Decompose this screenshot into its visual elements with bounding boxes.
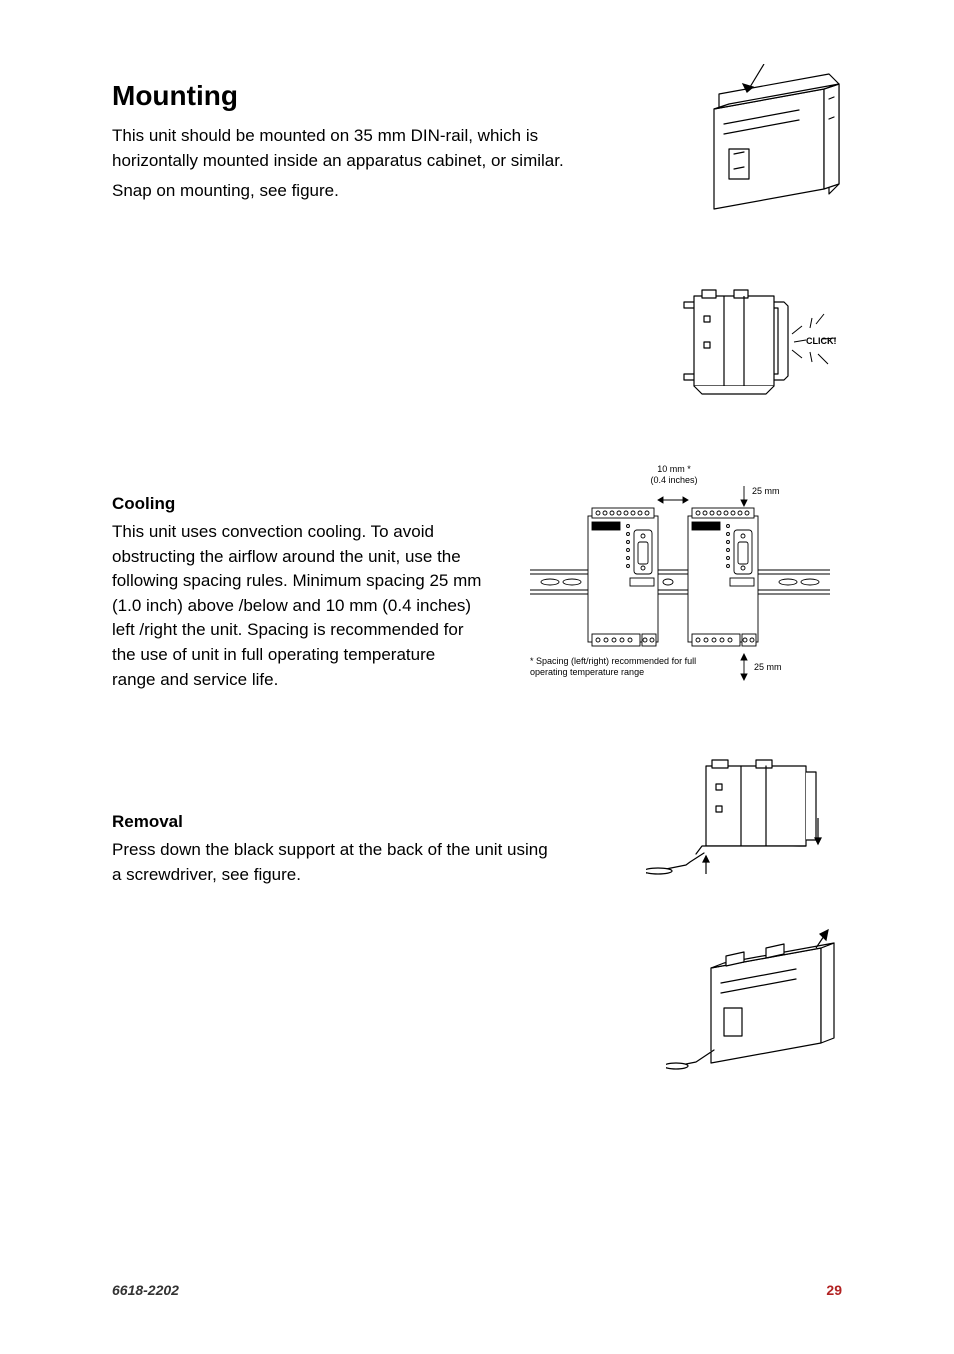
figure-mounting-iso [679, 64, 849, 214]
click-label: CLICK! [806, 336, 837, 346]
page-footer: 6618-2202 29 [112, 1282, 842, 1298]
spacing-right-bottom: 25 mm [754, 662, 782, 672]
mounting-p1: This unit should be mounted on 35 mm DIN… [112, 124, 592, 173]
figure-mounting-click: CLICK! [674, 284, 854, 414]
figure-cooling-spacing: 10 mm * (0.4 inches) 25 mm 25 mm * Spaci… [530, 462, 850, 712]
figure-removal-iso [666, 928, 846, 1078]
mounting-p2: Snap on mounting, see figure. [112, 179, 592, 204]
spacing-top-label-1: 10 mm * [657, 464, 691, 474]
removal-p1: Press down the black support at the back… [112, 838, 552, 887]
cooling-p1: This unit uses convection cooling. To av… [112, 520, 482, 692]
doc-number: 6618-2202 [112, 1282, 179, 1298]
spacing-right-top: 25 mm [752, 486, 780, 496]
spacing-footnote: * Spacing (left/right) recommended for f… [530, 656, 730, 678]
page-number: 29 [826, 1282, 842, 1298]
figure-removal-side [646, 758, 846, 888]
spacing-top-label-2: (0.4 inches) [650, 475, 697, 485]
